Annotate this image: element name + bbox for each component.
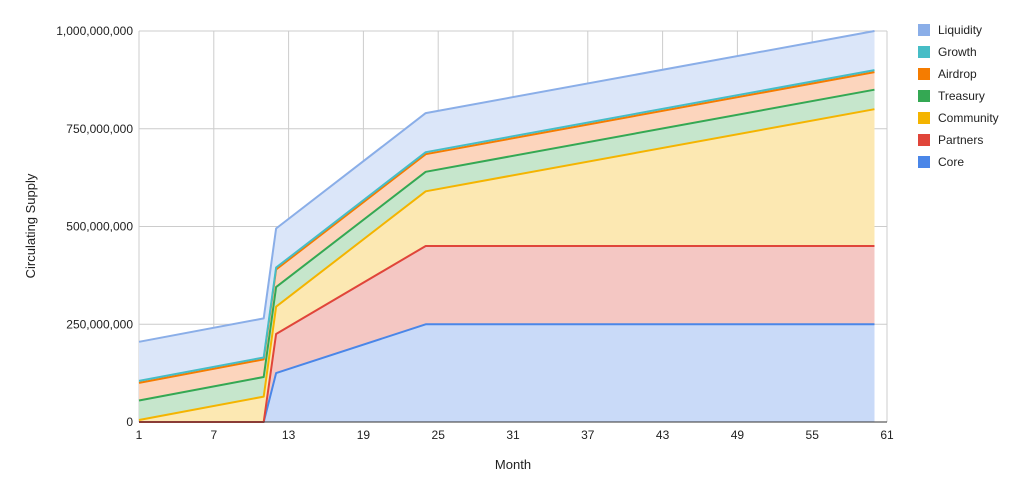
x-tick-label: 61 [880,428,894,442]
legend-label-core: Core [938,155,964,169]
legend-label-partners: Partners [938,133,983,147]
x-tick-label: 19 [357,428,371,442]
y-tick-label: 750,000,000 [66,122,133,136]
legend-swatch-core [918,156,930,168]
legend-label-community: Community [938,111,999,125]
x-tick-label: 37 [581,428,595,442]
line-layer [138,30,875,423]
area-community [139,109,875,422]
area-liquidity [139,31,875,381]
legend-swatch-airdrop [918,68,930,80]
legend: Liquidity Growth Airdrop Treasury Community P… [918,23,999,169]
area-core [139,324,875,422]
line-treasury [138,88,875,402]
x-tick-label: 31 [506,428,520,442]
line-growth [138,69,875,382]
x-tick-label: 1 [136,428,143,442]
y-axis-title: Circulating Supply [23,173,38,278]
x-tick-label: 55 [806,428,820,442]
x-tick-label: 49 [731,428,745,442]
legend-swatch-growth [918,46,930,58]
legend-label-airdrop: Airdrop [938,67,977,81]
legend-label-growth: Growth [938,45,977,59]
y-tick-label: 1,000,000,000 [56,24,133,38]
y-tick-label: 500,000,000 [66,220,133,234]
legend-swatch-partners [918,134,930,146]
y-tick-label: 0 [126,415,133,429]
legend-swatch-community [918,112,930,124]
legend-swatch-liquidity [918,24,930,36]
y-tick-label: 250,000,000 [66,317,133,331]
line-community [138,108,875,421]
x-tick-label: 43 [656,428,670,442]
legend-label-liquidity: Liquidity [938,23,982,37]
x-axis-title: Month [495,457,531,472]
x-tick-label: 7 [210,428,217,442]
axis-layer: 1 7 13 19 25 31 37 43 49 55 61 0 250,000,000 500,000,… [56,24,894,442]
area-partners [139,246,875,422]
x-tick-label: 25 [432,428,446,442]
legend-swatch-treasury [918,90,930,102]
line-liquidity [138,30,875,343]
x-tick-label: 13 [282,428,296,442]
legend-label-treasury: Treasury [938,89,985,103]
